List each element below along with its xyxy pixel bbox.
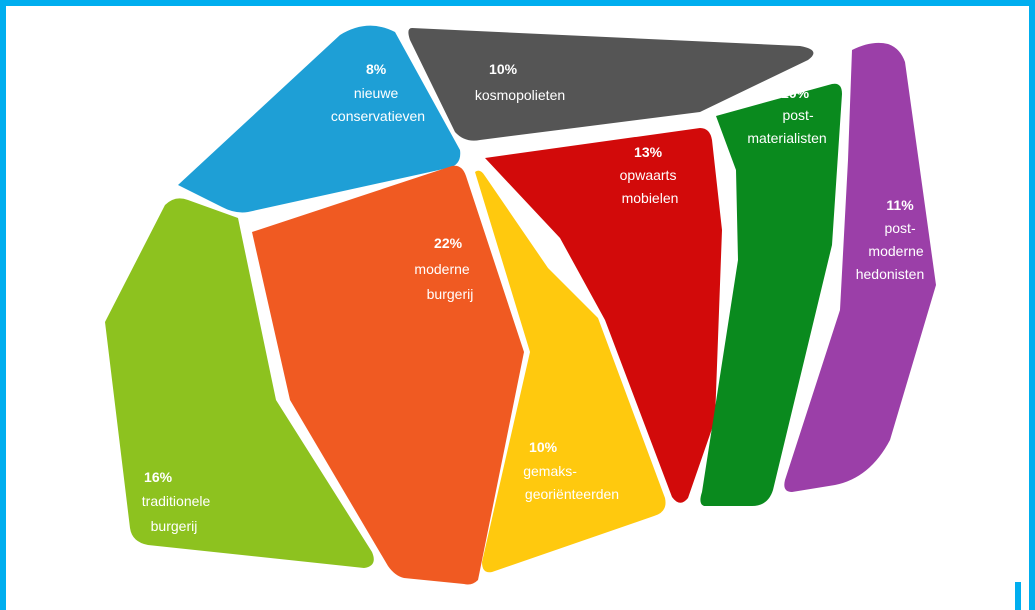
segment-label-gemaksgeorienteerden: 10% gemaks- georiënteerden (523, 439, 619, 502)
segment-moderne-burgerij: 22% moderne burgerij (252, 165, 524, 585)
segment-name-line: post- (884, 220, 915, 236)
segment-name-line: moderne (414, 261, 469, 277)
segment-name-line: conservatieven (331, 108, 425, 124)
segment-name-line: mobielen (622, 190, 679, 206)
segment-shape-kosmopolieten (408, 28, 814, 141)
segment-gemaksgeorienteerden: 10% gemaks- georiënteerden (475, 170, 666, 573)
segment-name-line: opwaarts (620, 167, 677, 183)
segment-label-kosmopolieten: 10% kosmopolieten (475, 61, 565, 103)
segment-name-line: nieuwe (354, 85, 399, 101)
segment-name-line: hedonisten (856, 266, 925, 282)
segment-shape-nieuwe-conservatieven (178, 25, 461, 213)
segment-label-postmoderne-hedonisten: 11% post- moderne hedonisten (856, 197, 928, 282)
segment-postmaterialisten: 10% post- materialisten (700, 83, 842, 506)
segment-name-line: burgerij (427, 286, 474, 302)
segment-name-line: gemaks- (523, 463, 577, 479)
segment-opwaarts-mobielen: 13% opwaarts mobielen (485, 128, 722, 503)
segment-name-line: kosmopolieten (475, 87, 565, 103)
segment-percent: 10% (529, 439, 558, 455)
segment-traditionele-burgerij: 16% traditionele burgerij (105, 198, 374, 569)
segment-name-line: materialisten (747, 130, 826, 146)
segment-percent: 16% (144, 469, 173, 485)
segment-shape-postmoderne-hedonisten (784, 42, 936, 492)
segment-name-line: burgerij (151, 518, 198, 534)
frame-stub (1015, 582, 1021, 610)
segment-percent: 11% (886, 197, 914, 213)
segment-label-nieuwe-conservatieven: 8% nieuwe conservatieven (331, 61, 425, 124)
segment-shape-traditionele-burgerij (105, 198, 374, 569)
segment-shape-opwaarts-mobielen (485, 128, 722, 503)
segment-label-opwaarts-mobielen: 13% opwaarts mobielen (620, 144, 681, 206)
segment-kosmopolieten: 10% kosmopolieten (408, 28, 814, 141)
segment-postmoderne-hedonisten: 11% post- moderne hedonisten (784, 42, 936, 492)
segment-name-line: moderne (868, 243, 923, 259)
segment-label-moderne-burgerij: 22% moderne burgerij (414, 235, 473, 302)
segment-percent: 8% (366, 61, 387, 77)
segment-shape-postmaterialisten (700, 83, 842, 506)
segment-percent: 10% (489, 61, 518, 77)
segment-percent: 10% (781, 85, 810, 101)
segment-label-traditionele-burgerij: 16% traditionele burgerij (142, 469, 214, 534)
segment-percent: 22% (434, 235, 463, 251)
segment-percent: 13% (634, 144, 663, 160)
segment-name-line: post- (782, 107, 813, 123)
segment-label-postmaterialisten: 10% post- materialisten (747, 85, 826, 146)
segment-nieuwe-conservatieven: 8% nieuwe conservatieven (178, 25, 461, 213)
segment-name-line: traditionele (142, 493, 211, 509)
segment-name-line: georiënteerden (525, 486, 619, 502)
segment-shape-moderne-burgerij (252, 165, 524, 585)
segment-shape-gemaksgeorienteerden (475, 170, 666, 573)
